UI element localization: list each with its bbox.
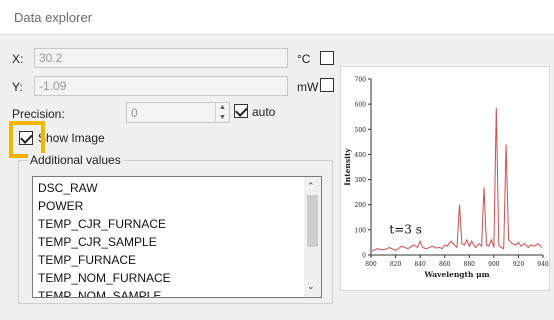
show-image-label: Show Image	[38, 131, 105, 145]
list-item[interactable]: TEMP_CJR_SAMPLE	[38, 235, 157, 249]
x-label: X:	[12, 52, 24, 66]
x-tick-label: 820	[390, 261, 402, 268]
window-title: Data explorer	[14, 10, 93, 25]
y-tick-label: 600	[355, 102, 367, 109]
x-tick-label: 860	[439, 261, 451, 268]
x-checkbox[interactable]	[320, 51, 334, 65]
x-tick-label: 900	[488, 261, 500, 268]
spectrum-chart-svg: 0 100 200 300 400 500 600 700 800 820 840 860 880 900…	[343, 77, 549, 280]
auto-label: auto	[252, 105, 276, 119]
y-tick-label: 400	[355, 152, 367, 159]
x-unit-label: °C	[297, 52, 311, 66]
time-annotation: t=3 s	[389, 223, 421, 237]
y-tick-label: 200	[355, 202, 367, 209]
scrollbar-thumb[interactable]	[307, 195, 318, 247]
list-item[interactable]: TEMP_FURNACE	[38, 253, 137, 267]
y-tick-label: 100	[355, 227, 367, 234]
precision-spinbox[interactable]: 0 ▲ ▼	[126, 102, 230, 123]
list-item[interactable]: TEMP_CJR_FURNACE	[38, 217, 167, 231]
auto-checkbox[interactable]	[234, 104, 248, 118]
precision-label: Precision:	[12, 107, 65, 121]
highlight-box	[9, 121, 45, 158]
list-item[interactable]: TEMP_NOM_SAMPLE	[38, 289, 162, 298]
y-axis-label: Intensity	[343, 148, 352, 186]
spectrum-chart: 0 100 200 300 400 500 600 700 800 820 840 860 880 900…	[340, 66, 550, 291]
chevron-down-icon[interactable]: ⌄	[307, 281, 315, 291]
chevron-up-icon[interactable]: ⌃	[307, 181, 315, 191]
additional-values-title: Additional values	[28, 153, 123, 167]
list-item[interactable]: TEMP_NOM_FURNACE	[38, 271, 171, 285]
x-tick-label: 940	[537, 261, 549, 268]
y-unit-label: mW	[297, 80, 319, 94]
y-tick-label: 0	[362, 253, 366, 260]
additional-values-list[interactable]: DSC_RAW POWER TEMP_CJR_FURNACE TEMP_CJR_…	[32, 176, 322, 298]
y-tick-label: 500	[355, 127, 367, 134]
spin-up-icon[interactable]: ▲	[215, 103, 229, 113]
x-tick-label: 840	[414, 261, 426, 268]
spin-down-icon[interactable]: ▼	[215, 113, 229, 123]
y-checkbox[interactable]	[320, 78, 334, 92]
show-image-checkbox[interactable]	[19, 131, 33, 145]
spectrum-series-line	[371, 107, 543, 252]
y-tick-label: 300	[355, 177, 367, 184]
y-tick-label: 700	[355, 77, 367, 84]
precision-value: 0	[131, 106, 138, 120]
list-scrollbar[interactable]: ⌃ ⌄	[304, 177, 321, 297]
x-tick-label: 880	[464, 261, 476, 268]
x-field[interactable]: 30.2	[34, 48, 288, 68]
list-item[interactable]: POWER	[38, 199, 84, 213]
y-label: Y:	[12, 80, 23, 94]
x-tick-label: 800	[365, 261, 377, 268]
y-field[interactable]: -1.09	[34, 76, 288, 96]
x-tick-label: 920	[513, 261, 525, 268]
title-bar	[0, 0, 554, 34]
list-item[interactable]: DSC_RAW	[38, 181, 98, 195]
x-axis-label: Wavelength μm	[423, 270, 489, 279]
